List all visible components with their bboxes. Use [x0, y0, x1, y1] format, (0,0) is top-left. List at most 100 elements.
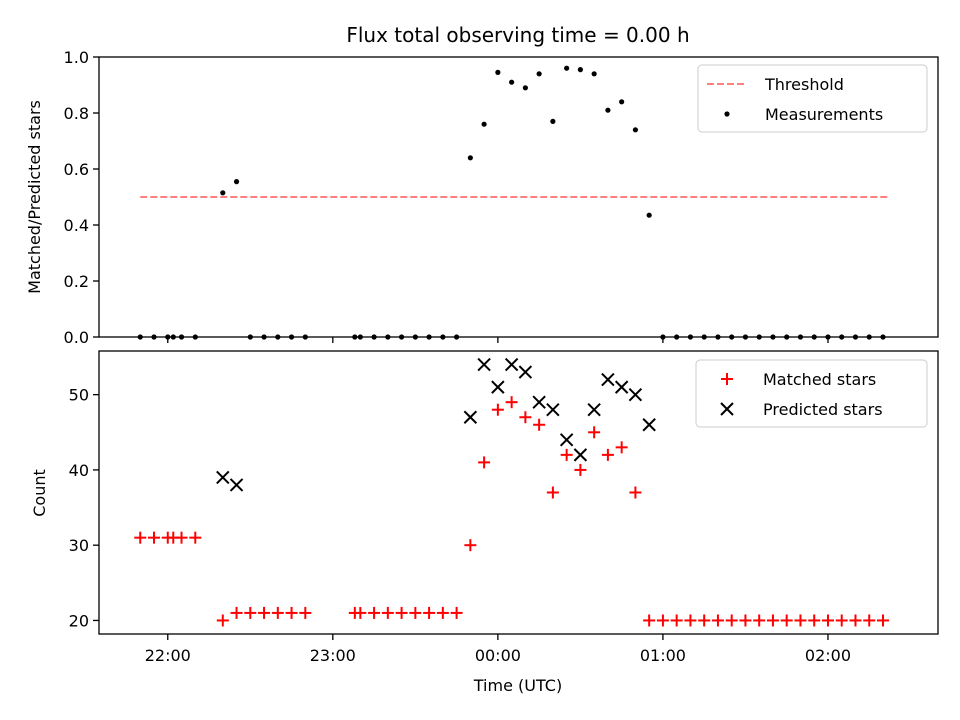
- predicted-star-point: [477, 357, 491, 372]
- measurement-point: [646, 212, 652, 218]
- matched-star-point: [821, 614, 834, 627]
- matched-star-point: [354, 606, 367, 619]
- x-axis-label: Time (UTC): [473, 676, 562, 695]
- matched-star-point: [546, 486, 559, 499]
- predicted-star-point: [463, 410, 478, 424]
- top-axes-frame: [98, 56, 939, 338]
- matched-star-point: [739, 614, 752, 627]
- matched-star-point: [299, 606, 312, 619]
- matched-star-point: [698, 614, 711, 627]
- matched-star-point: [478, 456, 491, 469]
- predicted-stars-legend-label: Predicted stars: [763, 400, 883, 419]
- matched-star-point: [629, 486, 642, 499]
- y-tick-label: 0.0: [64, 328, 89, 347]
- x-tick-label: 22:00: [145, 646, 191, 665]
- chart-title: Flux total observing time = 0.00 h: [346, 23, 689, 47]
- matched-star-point: [381, 606, 394, 619]
- measurement-point: [481, 121, 487, 127]
- matched-star-point: [849, 614, 862, 627]
- measurement-point: [591, 71, 597, 77]
- y-tick-label: 1.0: [64, 48, 89, 67]
- bottom-plot-area: [134, 357, 889, 627]
- matched-stars-legend-swatch: [721, 373, 733, 385]
- measurement-point: [467, 155, 473, 161]
- matched-star-point: [244, 606, 257, 619]
- measurement-point: [632, 127, 639, 133]
- measurement-point: [495, 69, 501, 75]
- predicted-star-point: [642, 418, 656, 432]
- predicted-star-point: [532, 395, 546, 409]
- measurement-point: [509, 79, 515, 85]
- y-tick-label: 0.8: [64, 104, 89, 123]
- measurement-point: [605, 107, 611, 113]
- matched-star-point: [780, 614, 793, 627]
- x-tick-label: 01:00: [640, 646, 686, 665]
- x-tick-label: 00:00: [475, 646, 521, 665]
- predicted-stars-legend-swatch: [720, 402, 734, 416]
- bottom-y-ticks: 20 30 40 50: [69, 386, 99, 630]
- matched-star-point: [216, 614, 229, 627]
- top-legend: Threshold Measurements: [697, 64, 928, 133]
- matched-star-point: [601, 448, 614, 461]
- matched-star-point: [285, 606, 298, 619]
- y-tick-label: 0.6: [64, 160, 89, 179]
- bottom-x-ticks: 22:00 23:00 00:00 01:00 02:00: [145, 634, 851, 665]
- y-tick-label: 50: [69, 386, 89, 405]
- matched-star-point: [588, 426, 601, 439]
- matched-star-point: [753, 614, 766, 627]
- matched-star-point: [533, 418, 546, 431]
- predicted-star-point: [518, 365, 533, 379]
- predicted-star-point: [573, 448, 588, 462]
- matched-star-point: [189, 531, 202, 544]
- measurement-point: [550, 118, 556, 124]
- predicted-star-point: [601, 372, 615, 387]
- matched-star-point: [766, 614, 779, 627]
- matched-star-point: [656, 614, 669, 627]
- matched-star-point: [560, 448, 573, 461]
- measurement-point: [536, 71, 542, 77]
- matched-star-point: [505, 396, 518, 409]
- matched-star-point: [436, 606, 449, 619]
- matched-star-point: [794, 614, 807, 627]
- bottom-panel: Count Time (UTC) 20 30 40 50 22:00 23:00 00:0…: [30, 350, 939, 695]
- predicted-star-point: [216, 470, 230, 485]
- y-tick-label: 30: [69, 536, 89, 555]
- matched-star-point: [134, 531, 147, 544]
- matched-star-point: [395, 606, 408, 619]
- x-tick-label: 23:00: [310, 646, 356, 665]
- bottom-y-axis-label: Count: [30, 469, 49, 517]
- threshold-legend-label: Threshold: [764, 75, 844, 94]
- matched-star-point: [271, 606, 284, 619]
- matched-star-point: [670, 614, 683, 627]
- bottom-legend-box: [695, 359, 928, 428]
- top-panel: Flux total observing time = 0.00 h Match…: [25, 23, 939, 347]
- matched-star-point: [863, 614, 876, 627]
- predicted-star-point: [628, 387, 643, 402]
- measurements-legend-swatch: [724, 111, 730, 117]
- matched-star-point: [368, 606, 381, 619]
- predicted-star-point: [614, 380, 629, 394]
- matched-star-point: [491, 403, 504, 416]
- measurement-point: [233, 179, 240, 185]
- y-tick-label: 0.4: [64, 216, 89, 235]
- top-y-ticks: 0.0 0.2 0.4 0.6 0.8 1.0: [64, 48, 99, 347]
- matched-star-point: [148, 531, 161, 544]
- x-tick-label: 02:00: [805, 646, 851, 665]
- matched-star-point: [175, 531, 188, 544]
- matched-star-point: [615, 441, 628, 454]
- matched-star-point: [258, 606, 271, 619]
- matched-star-point: [725, 614, 738, 627]
- predicted-star-point: [559, 433, 574, 447]
- predicted-star-point: [229, 478, 244, 492]
- bottom-legend: Matched stars Predicted stars: [695, 359, 928, 428]
- measurement-point: [577, 67, 583, 73]
- measurement-point: [564, 65, 570, 71]
- measurement-point: [522, 85, 528, 91]
- matched-star-point: [230, 606, 243, 619]
- predicted-star-point: [587, 403, 601, 417]
- matched-star-point: [684, 614, 697, 627]
- matched-star-point: [519, 411, 532, 424]
- matched-star-point: [808, 614, 821, 627]
- matched-stars-legend-label: Matched stars: [763, 370, 876, 389]
